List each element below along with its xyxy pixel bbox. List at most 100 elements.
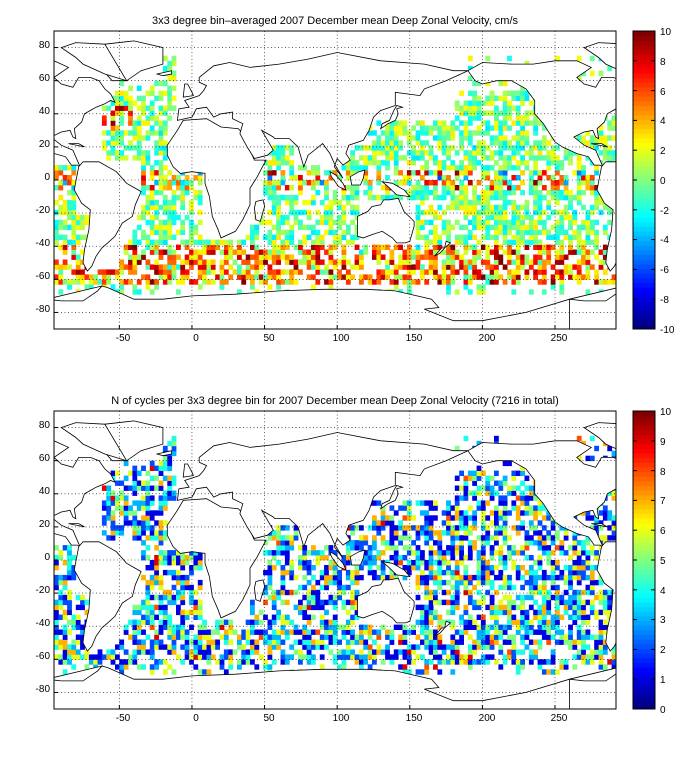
bin-cell — [454, 165, 460, 171]
bin-cell — [132, 125, 138, 131]
bin-cell — [459, 614, 464, 620]
bin-cell — [450, 125, 456, 131]
bin-cell — [154, 140, 159, 146]
bin-cell — [420, 609, 425, 616]
bin-cell — [537, 269, 543, 275]
bin-cell — [446, 229, 451, 236]
bin-cell — [319, 624, 325, 630]
bin-cell — [136, 125, 142, 131]
bin-cell — [511, 259, 517, 265]
bin-cell — [450, 624, 456, 630]
bin-cell — [263, 540, 268, 546]
bin-cell — [411, 125, 416, 131]
bin-cell — [319, 555, 325, 561]
bin-cell — [341, 204, 347, 211]
bin-cell — [581, 224, 586, 231]
bin-cell — [398, 664, 403, 670]
bin-cell — [149, 560, 155, 566]
bin-cell — [472, 264, 477, 270]
bin-cell — [180, 189, 186, 196]
bin-cell — [541, 170, 547, 176]
bin-cell — [189, 550, 194, 556]
bin-cell — [158, 485, 164, 491]
bin-cell — [533, 599, 538, 606]
bin-cell — [502, 180, 508, 186]
bin-cell — [171, 60, 177, 67]
bin-cell — [284, 589, 290, 596]
bin-cell — [154, 209, 159, 216]
bin-cell — [498, 525, 504, 531]
bin-cell — [54, 264, 59, 270]
bin-cell — [563, 194, 569, 201]
bin-cell — [520, 619, 525, 625]
bin-cell — [363, 274, 369, 280]
bin-cell — [215, 244, 220, 250]
bin-cell — [598, 589, 604, 596]
bin-cell — [71, 565, 77, 571]
bin-cell — [202, 654, 207, 660]
bin-cell — [581, 219, 586, 226]
bin-cell — [485, 125, 491, 131]
bin-cell — [271, 204, 277, 211]
bin-cell — [80, 259, 85, 265]
bin-cell — [263, 254, 268, 260]
bin-cell — [472, 165, 477, 171]
bin-cell — [537, 214, 543, 221]
bin-cell — [80, 219, 85, 226]
bin-cell — [354, 604, 360, 611]
bin-cell — [494, 209, 499, 216]
bin-cell — [480, 525, 486, 531]
bin-cell — [511, 545, 517, 551]
velocity-axes-frame — [53, 30, 617, 330]
bin-cell — [489, 550, 495, 556]
bin-cell — [528, 145, 534, 151]
y-tick-label: -40 — [36, 238, 51, 249]
bin-cell — [128, 619, 133, 625]
bin-cell — [581, 604, 586, 611]
bin-cell — [141, 629, 146, 635]
bin-cell — [546, 155, 552, 161]
bin-cell — [345, 629, 351, 635]
bin-cell — [581, 180, 586, 186]
bin-cell — [189, 555, 194, 561]
bin-cell — [585, 229, 591, 236]
bin-cell — [250, 279, 255, 285]
bin-cell — [498, 569, 504, 576]
bin-cell — [158, 165, 164, 171]
bin-cell — [367, 629, 373, 635]
bin-cell — [424, 664, 430, 670]
bin-cell — [489, 510, 495, 516]
bin-cell — [315, 639, 321, 645]
bin-cell — [489, 214, 495, 221]
counts-colorbar: 10 9 8 7 6 5 4 3 2 1 0 — [632, 407, 672, 716]
bin-cell — [258, 654, 264, 660]
bin-cell — [420, 125, 425, 131]
bin-cell — [415, 224, 421, 231]
bin-cell — [594, 185, 599, 191]
bin-cell — [354, 639, 360, 645]
bin-cell — [576, 259, 582, 265]
bin-cell — [467, 614, 473, 620]
bin-cell — [507, 545, 512, 551]
bin-cell — [568, 244, 573, 250]
bin-cell — [280, 160, 286, 166]
bin-cell — [589, 135, 595, 141]
bin-cell — [437, 175, 443, 181]
bin-cell — [515, 150, 521, 156]
bin-cell — [141, 254, 146, 260]
bin-cell — [480, 194, 486, 201]
bin-cell — [350, 150, 355, 156]
bin-cell — [184, 274, 190, 280]
bin-cell — [489, 565, 495, 571]
bin-cell — [145, 105, 151, 111]
bin-cell — [154, 629, 159, 635]
bin-cell — [467, 120, 473, 126]
bin-cell — [598, 259, 604, 265]
bin-cell — [533, 170, 538, 176]
bin-cell — [110, 145, 116, 151]
bin-cell — [332, 189, 338, 196]
bin-cell — [480, 654, 486, 660]
bin-cell — [424, 565, 430, 571]
bin-cell — [363, 659, 369, 665]
bin-cell — [106, 485, 112, 491]
